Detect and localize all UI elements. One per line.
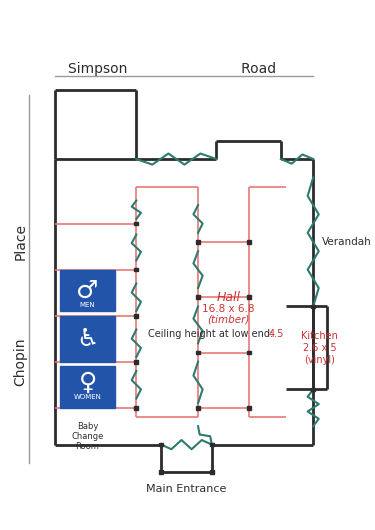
Text: (timber): (timber): [207, 314, 250, 324]
Bar: [311, 305, 315, 308]
Bar: [159, 443, 163, 446]
Text: ♿: ♿: [76, 326, 99, 351]
Bar: [196, 240, 200, 244]
Bar: [135, 222, 138, 225]
Text: Place: Place: [13, 224, 27, 260]
Bar: [60, 270, 115, 311]
Text: ♀: ♀: [78, 371, 97, 395]
Bar: [196, 351, 200, 355]
Bar: [135, 268, 138, 271]
Bar: [159, 471, 163, 474]
Bar: [60, 366, 115, 408]
Bar: [196, 406, 200, 410]
Bar: [196, 295, 200, 299]
Text: Kitchen
2.6 x 5
(vinyl): Kitchen 2.6 x 5 (vinyl): [301, 331, 338, 365]
Bar: [247, 351, 250, 355]
Text: Simpson                          Road: Simpson Road: [68, 62, 276, 76]
Bar: [135, 314, 138, 317]
Text: MEN: MEN: [80, 302, 95, 307]
Bar: [210, 471, 214, 474]
Text: Hall: Hall: [216, 291, 240, 304]
Bar: [247, 406, 250, 410]
Text: ♂: ♂: [76, 279, 99, 303]
Text: 4.5: 4.5: [269, 329, 284, 339]
Text: WOMEN: WOMEN: [74, 394, 102, 400]
Text: Baby
Change
Room: Baby Change Room: [71, 421, 104, 452]
Bar: [247, 240, 250, 244]
Bar: [135, 406, 138, 410]
Text: Verandah: Verandah: [322, 237, 372, 247]
Text: 16.8 x 6.8: 16.8 x 6.8: [202, 304, 255, 314]
Text: Ceiling height at low end:: Ceiling height at low end:: [148, 329, 276, 339]
Bar: [135, 360, 138, 364]
Bar: [311, 387, 315, 391]
Bar: [247, 295, 250, 299]
Bar: [60, 316, 115, 361]
Text: Main Entrance: Main Entrance: [146, 484, 226, 494]
Text: Chopin: Chopin: [13, 338, 27, 386]
Bar: [210, 443, 214, 446]
